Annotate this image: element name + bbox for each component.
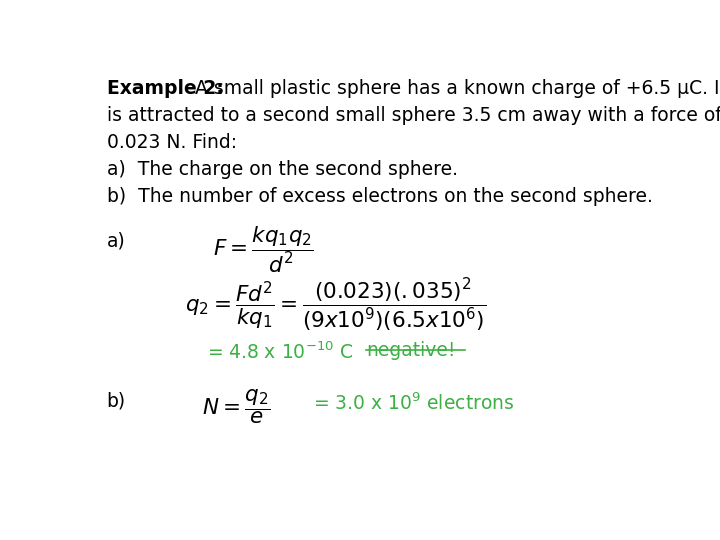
Text: a): a) xyxy=(107,231,125,250)
Text: $F = \dfrac{kq_1 q_2}{d^2}$: $F = \dfrac{kq_1 q_2}{d^2}$ xyxy=(213,225,314,275)
Text: A small plastic sphere has a known charge of +6.5 μC. It: A small plastic sphere has a known charg… xyxy=(195,79,720,98)
Text: = 4.8 x 10$^{-10}$ C: = 4.8 x 10$^{-10}$ C xyxy=(207,341,354,363)
Text: b)  The number of excess electrons on the second sphere.: b) The number of excess electrons on the… xyxy=(107,187,652,206)
Text: $N = \dfrac{q_2}{e}$: $N = \dfrac{q_2}{e}$ xyxy=(202,387,270,426)
Text: a)  The charge on the second sphere.: a) The charge on the second sphere. xyxy=(107,160,458,179)
Text: = 3.0 x 10$^9$ electrons: = 3.0 x 10$^9$ electrons xyxy=(313,393,515,414)
Text: $q_2 = \dfrac{Fd^2}{kq_1} = \dfrac{(0.023)(.035)^2}{(9x10^9)(6.5x10^6)}$: $q_2 = \dfrac{Fd^2}{kq_1} = \dfrac{(0.02… xyxy=(185,277,486,334)
Text: is attracted to a second small sphere 3.5 cm away with a force of: is attracted to a second small sphere 3.… xyxy=(107,106,720,125)
Text: Example 2:: Example 2: xyxy=(107,79,223,98)
Text: b): b) xyxy=(107,391,126,410)
Text: negative!: negative! xyxy=(366,341,456,360)
Text: 0.023 N. Find:: 0.023 N. Find: xyxy=(107,133,237,152)
